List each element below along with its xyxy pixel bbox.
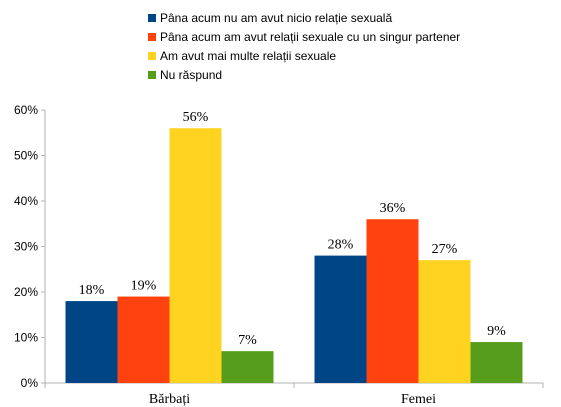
data-label: 19% xyxy=(131,279,157,294)
bar xyxy=(221,351,274,383)
bar xyxy=(470,342,523,383)
y-tick-label: 40% xyxy=(14,194,38,208)
legend-swatch xyxy=(148,32,156,41)
bar xyxy=(418,260,471,383)
data-label: 36% xyxy=(380,201,406,216)
bar xyxy=(314,255,367,383)
legend-swatch xyxy=(148,51,156,60)
bar xyxy=(366,219,419,383)
data-label: 9% xyxy=(487,324,506,339)
bar xyxy=(169,128,222,383)
x-category-label: Femei xyxy=(401,392,436,407)
data-label: 18% xyxy=(79,283,105,298)
legend-swatch xyxy=(148,70,156,79)
data-label: 28% xyxy=(328,238,354,253)
data-label: 7% xyxy=(238,333,257,348)
legend-swatch xyxy=(148,13,156,22)
legend-item: Pâna acum am avut relații sexuale cu un … xyxy=(148,27,460,46)
x-category-label: Bărbați xyxy=(149,392,190,407)
y-tick-label: 20% xyxy=(14,285,38,299)
legend-item: Nu răspund xyxy=(148,65,460,84)
y-tick-label: 0% xyxy=(21,376,39,390)
data-label: 56% xyxy=(183,110,209,125)
legend-label: Nu răspund xyxy=(160,67,223,82)
y-tick-label: 10% xyxy=(14,331,38,345)
legend-item: Pâna acum nu am avut nicio relație sexua… xyxy=(148,8,460,27)
bar xyxy=(117,296,170,383)
chart-legend: Pâna acum nu am avut nicio relație sexua… xyxy=(148,8,460,84)
y-tick-label: 50% xyxy=(14,149,38,163)
legend-label: Pâna acum am avut relații sexuale cu un … xyxy=(160,29,461,44)
legend-label: Am avut mai multe relații sexuale xyxy=(160,48,337,63)
bar xyxy=(65,301,118,383)
legend-item: Am avut mai multe relații sexuale xyxy=(148,46,460,65)
y-tick-label: 60% xyxy=(14,103,38,117)
y-tick-label: 30% xyxy=(14,240,38,254)
data-label: 27% xyxy=(432,242,458,257)
legend-label: Pâna acum nu am avut nicio relație sexua… xyxy=(160,10,393,25)
